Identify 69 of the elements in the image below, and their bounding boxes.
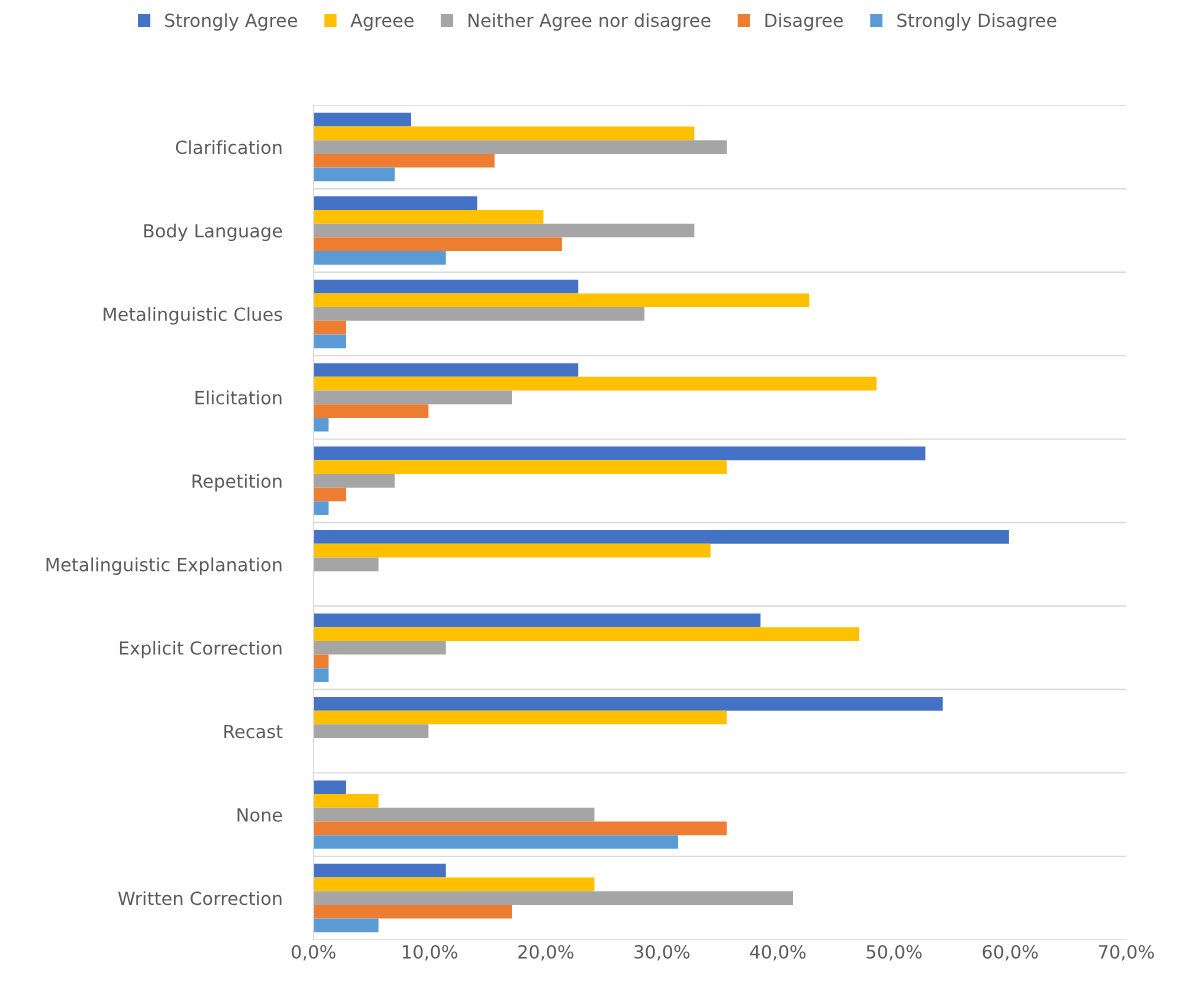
- bar: [313, 446, 926, 461]
- y-tick-label: Repetition: [192, 473, 282, 492]
- legend-label: Neither Agree nor disagree: [468, 13, 711, 31]
- y-tick-label: Recast: [224, 724, 283, 739]
- bar: [313, 668, 329, 682]
- x-tick-label: 20,0%: [518, 944, 574, 961]
- bar: [313, 724, 429, 739]
- bar: [313, 780, 346, 795]
- bar: [313, 196, 478, 210]
- bar: [313, 474, 395, 488]
- bar: [313, 543, 711, 558]
- bar: [313, 891, 793, 905]
- y-tick-label: Elicitation: [195, 390, 282, 405]
- bar: [313, 640, 446, 655]
- bar: [313, 863, 446, 878]
- bar: [313, 904, 513, 919]
- legend-label: Strongly Disagree: [897, 13, 1057, 31]
- bar: [313, 710, 727, 725]
- bar: [313, 320, 346, 335]
- y-tick-label: Written Correction: [118, 891, 282, 906]
- bar: [313, 417, 329, 432]
- bar: [313, 376, 877, 391]
- legend-label: Strongly Agree: [165, 13, 297, 31]
- bar: [313, 209, 544, 224]
- bar: [313, 140, 727, 154]
- bar: [313, 627, 860, 641]
- bar: [313, 696, 943, 711]
- bar: [313, 334, 346, 349]
- bar: [313, 293, 810, 308]
- legend-label: Agreee: [350, 13, 414, 31]
- y-tick-label: None: [237, 808, 282, 822]
- bar: [313, 390, 513, 405]
- x-tick-label: 30,0%: [634, 944, 690, 961]
- bar: [313, 487, 346, 502]
- bar: [313, 835, 679, 849]
- x-tick-label: 40,0%: [750, 944, 806, 961]
- bar: [313, 307, 645, 321]
- bar: [313, 557, 379, 572]
- bar: [313, 153, 495, 168]
- y-tick-label: Metalinguistic Clues: [103, 307, 283, 325]
- bar: [313, 167, 395, 182]
- bar: [313, 807, 595, 822]
- bar: [313, 404, 429, 418]
- bar: [313, 112, 412, 127]
- y-tick-label: Body Language: [144, 223, 282, 242]
- bar: [313, 126, 695, 141]
- y-tick-label: Metalinguistic Explanation: [46, 557, 282, 575]
- bar: [313, 460, 727, 474]
- y-tick-label: Explicit Correction: [119, 640, 282, 659]
- bar: [313, 794, 379, 808]
- bar: [313, 237, 562, 252]
- bar: [313, 877, 595, 892]
- legend-label: Disagree: [765, 13, 843, 31]
- y-tick-label: Clarification: [175, 140, 282, 155]
- bar: [313, 363, 579, 377]
- bar: [313, 279, 579, 294]
- bar: [313, 251, 446, 265]
- bar: [313, 654, 329, 669]
- bar: [313, 918, 379, 933]
- x-tick-label: 60,0%: [982, 944, 1038, 961]
- bar: [313, 223, 695, 238]
- x-tick-label: 10,0%: [402, 944, 458, 961]
- bar: [313, 821, 727, 836]
- bar: [313, 613, 761, 628]
- bar: [313, 501, 329, 516]
- x-tick-label: 50,0%: [866, 944, 922, 961]
- x-tick-label: 70,0%: [1099, 944, 1154, 961]
- x-tick-label: 0,0%: [291, 944, 336, 961]
- bar: [313, 530, 1009, 544]
